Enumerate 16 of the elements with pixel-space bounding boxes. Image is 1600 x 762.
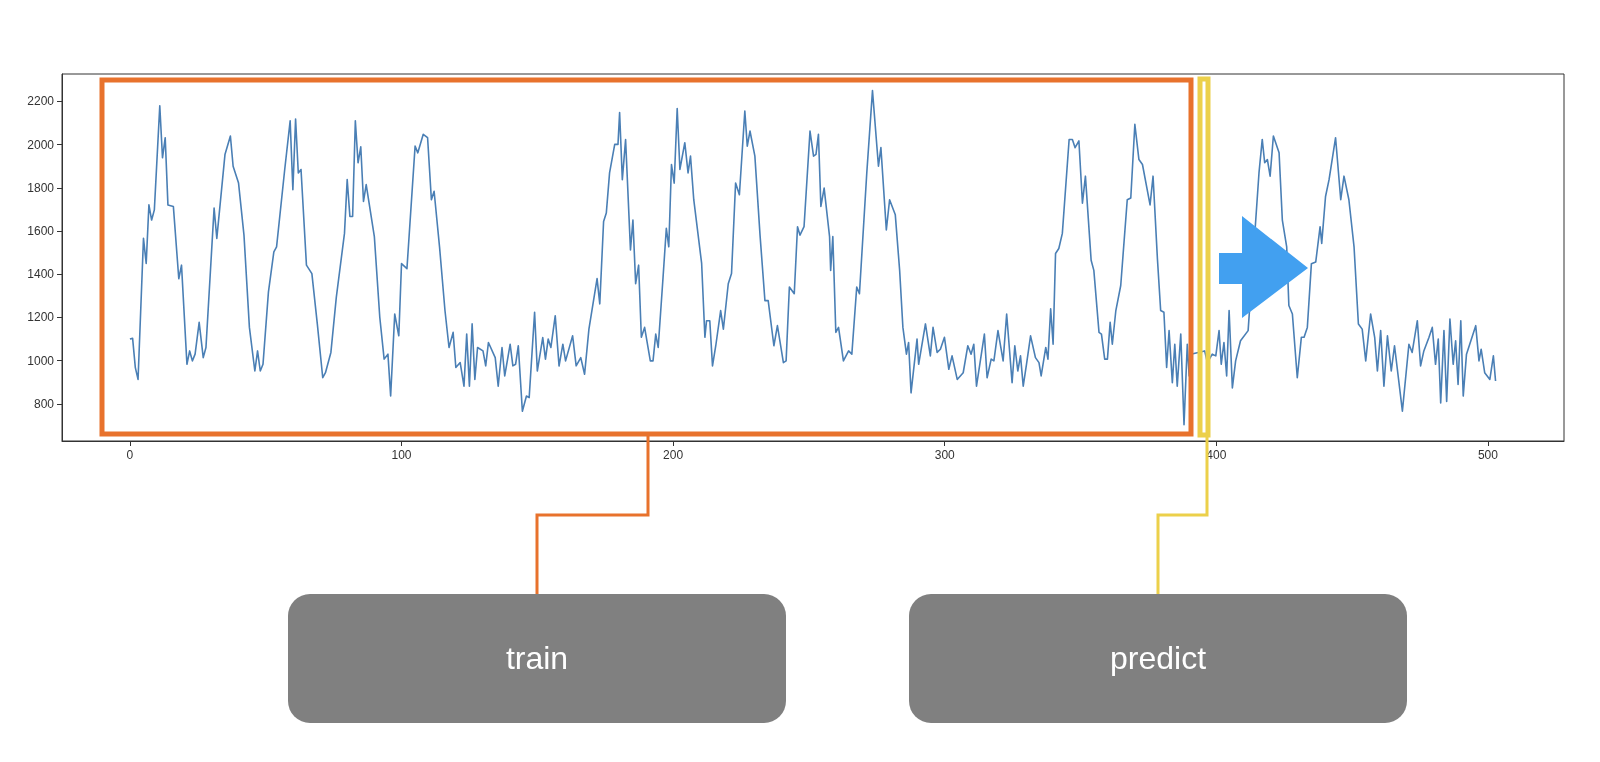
text: train xyxy=(504,640,570,676)
y-tick-label: 1200 xyxy=(27,310,55,325)
text: predict xyxy=(1108,640,1207,676)
y-tick-label: 1400 xyxy=(27,267,55,282)
line-series xyxy=(129,89,1497,426)
x-tick-label: 0 xyxy=(126,448,134,462)
y-tick-label: 800 xyxy=(33,396,55,411)
y-tick-label: 2000 xyxy=(27,137,55,152)
y-tick-label: 2200 xyxy=(27,94,55,109)
x-tick-label: 300 xyxy=(934,448,956,462)
y-tick-label: 1600 xyxy=(27,224,55,239)
y-tick-label: 1800 xyxy=(27,180,55,195)
x-tick-label: 200 xyxy=(663,448,684,462)
y-tick-label: 1000 xyxy=(27,353,55,368)
x-tick-label: 500 xyxy=(1477,448,1499,462)
x-tick-label: 100 xyxy=(391,448,412,462)
